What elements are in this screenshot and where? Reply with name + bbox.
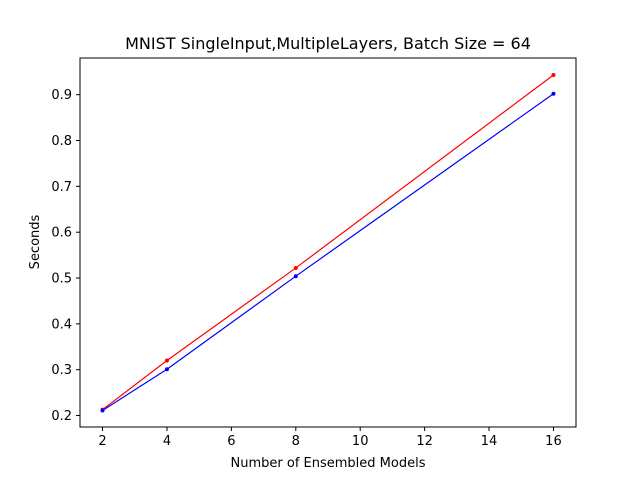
y-tick-label: 0.3: [51, 363, 72, 378]
x-axis-ticks: 2 4 6 8 10 12 14 16: [98, 427, 562, 449]
data-point: [164, 367, 169, 372]
x-tick-label: 8: [292, 434, 300, 449]
x-axis-label: Number of Ensembled Models: [231, 456, 426, 471]
y-tick-label: 0.7: [51, 180, 72, 195]
data-point: [551, 72, 556, 77]
chart-title: MNIST SingleInput,MultipleLayers, Batch …: [125, 34, 531, 53]
data-point: [164, 358, 169, 363]
x-tick-label: 10: [352, 434, 369, 449]
x-tick-label: 12: [416, 434, 433, 449]
y-axis-ticks: 0.2 0.3 0.4 0.5 0.6 0.7 0.8 0.9: [51, 88, 80, 424]
series-2: [100, 91, 556, 413]
y-tick-label: 0.9: [51, 88, 72, 103]
x-tick-label: 6: [227, 434, 235, 449]
y-axis-label: Seconds: [28, 214, 43, 269]
y-tick-label: 0.6: [51, 226, 72, 241]
x-tick-label: 14: [481, 434, 498, 449]
data-point: [293, 265, 298, 270]
series-line: [102, 74, 554, 411]
y-tick-label: 0.2: [51, 409, 72, 424]
y-tick-label: 0.4: [51, 317, 72, 332]
x-tick-label: 16: [545, 434, 562, 449]
series-layer: [100, 72, 556, 413]
plot-frame: [79, 57, 577, 428]
data-point: [293, 274, 298, 279]
data-point: [100, 408, 105, 413]
x-tick-label: 4: [163, 434, 171, 449]
y-tick-label: 0.8: [51, 134, 72, 149]
y-tick-label: 0.5: [51, 272, 72, 287]
x-tick-label: 2: [98, 434, 106, 449]
series-line: [102, 93, 554, 412]
data-point: [551, 91, 556, 96]
